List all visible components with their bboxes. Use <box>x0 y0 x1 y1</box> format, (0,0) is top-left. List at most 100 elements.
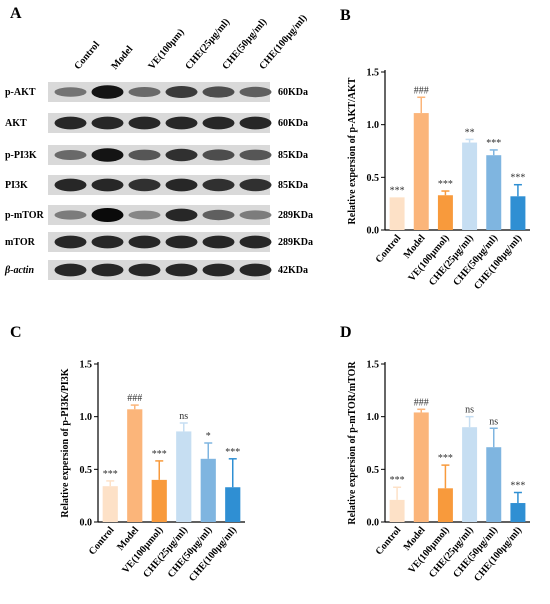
bar <box>127 409 143 522</box>
blot-band <box>54 210 87 220</box>
significance-label: ### <box>414 397 429 408</box>
blot-band <box>202 263 235 277</box>
y-tick-label: 0.5 <box>80 465 93 476</box>
blot-band <box>91 148 124 162</box>
blot-label: AKT <box>5 118 27 129</box>
y-tick-label: 1.5 <box>80 360 93 371</box>
blot-band <box>165 116 198 130</box>
bar <box>462 427 478 522</box>
blot-label: p-mTOR <box>5 210 44 221</box>
category-label: Control <box>374 525 404 558</box>
blot-band <box>239 210 272 220</box>
bar <box>437 195 453 230</box>
significance-label: ns <box>489 416 498 427</box>
category-label: Control <box>87 525 117 558</box>
bar-chart-b: B 0.0 0.5 1.0 1.5 Relative expersion of p-AKT… <box>340 7 530 292</box>
y-tick-label: 1.0 <box>80 412 93 423</box>
blot-band <box>91 85 124 99</box>
blot-band <box>202 235 235 249</box>
category-label: Control <box>374 233 404 266</box>
blot-band <box>202 86 235 98</box>
y-tick-label: 0.5 <box>367 465 380 476</box>
blot-band <box>128 149 161 161</box>
bar <box>413 113 429 230</box>
bar <box>200 458 216 522</box>
bar <box>389 197 405 230</box>
kda-label: 289KDa <box>278 237 313 248</box>
significance-label: ** <box>465 127 475 138</box>
panel-letter: C <box>10 324 22 341</box>
y-tick-label: 1.5 <box>367 360 380 371</box>
blot-band <box>165 263 198 277</box>
significance-label: *** <box>390 185 405 196</box>
significance-label: *** <box>390 475 405 486</box>
blot-band <box>128 263 161 277</box>
significance-label: *** <box>438 453 453 464</box>
significance-label: * <box>206 431 211 442</box>
blot-band <box>202 178 235 192</box>
y-tick-label: 1.0 <box>367 412 380 423</box>
blot-band <box>239 86 272 98</box>
blot-label: β-actin <box>4 265 34 276</box>
blot-band <box>239 116 272 130</box>
blot-band <box>128 210 161 220</box>
significance-label: ns <box>179 411 188 422</box>
blot-band <box>202 116 235 130</box>
bar <box>486 155 502 230</box>
blot-label: PI3K <box>5 180 28 191</box>
significance-label: *** <box>103 469 118 480</box>
blot-band <box>165 235 198 249</box>
bar <box>437 488 453 522</box>
bar <box>102 486 118 522</box>
kda-label: 289KDa <box>278 210 313 221</box>
blot-band <box>54 263 87 277</box>
blot-band <box>128 235 161 249</box>
y-tick-label: 0.0 <box>367 518 380 529</box>
kda-label: 85KDa <box>278 180 308 191</box>
panel-letter: D <box>340 324 352 341</box>
blot-label: mTOR <box>5 237 36 248</box>
significance-label: *** <box>486 138 501 149</box>
kda-label: 60KDa <box>278 118 308 129</box>
lane-label: Model <box>109 44 135 72</box>
blot-band <box>165 208 198 222</box>
blot-label: p-PI3K <box>5 150 37 161</box>
blot-band <box>91 235 124 249</box>
blot-band <box>165 148 198 162</box>
blot-band <box>239 178 272 192</box>
significance-label: ns <box>465 405 474 416</box>
blot-band <box>91 116 124 130</box>
panel-letter: B <box>340 7 351 24</box>
western-blot-panel: Control Model VE(100μm)CHE(25μg/ml)CHE(50μ… <box>4 13 313 280</box>
bar <box>225 487 241 522</box>
blot-band <box>54 150 87 160</box>
y-tick-label: 0.0 <box>80 518 93 529</box>
significance-label: *** <box>510 481 525 492</box>
y-tick-label: 1.0 <box>367 120 380 131</box>
blot-band <box>239 263 272 277</box>
significance-label: *** <box>225 447 240 458</box>
blot-band <box>165 86 198 98</box>
significance-label: ### <box>414 85 429 96</box>
lane-label: Control <box>72 39 102 72</box>
significance-label: *** <box>152 449 167 460</box>
y-axis-title: Relative expersion of p-AKT/AKT <box>347 77 358 224</box>
bar <box>510 503 526 522</box>
y-tick-label: 0.0 <box>367 226 380 237</box>
panel-letter-a: A <box>10 5 22 22</box>
blot-band <box>128 178 161 192</box>
kda-label: 42KDa <box>278 265 308 276</box>
blot-band <box>239 235 272 249</box>
significance-label: *** <box>510 173 525 184</box>
bar <box>151 479 167 522</box>
blot-band <box>54 116 87 130</box>
blot-band <box>202 149 235 161</box>
bar-chart-c: C 0.0 0.5 1.0 1.5 Relative expersion of p-PI3… <box>10 324 245 584</box>
blot-band <box>54 235 87 249</box>
blot-band <box>91 208 124 222</box>
blot-band <box>165 178 198 192</box>
y-tick-label: 0.5 <box>367 173 380 184</box>
y-axis-title: Relative expersion of p-mTOR/mTOR <box>347 361 358 525</box>
blot-band <box>202 209 235 221</box>
blot-band <box>91 263 124 277</box>
